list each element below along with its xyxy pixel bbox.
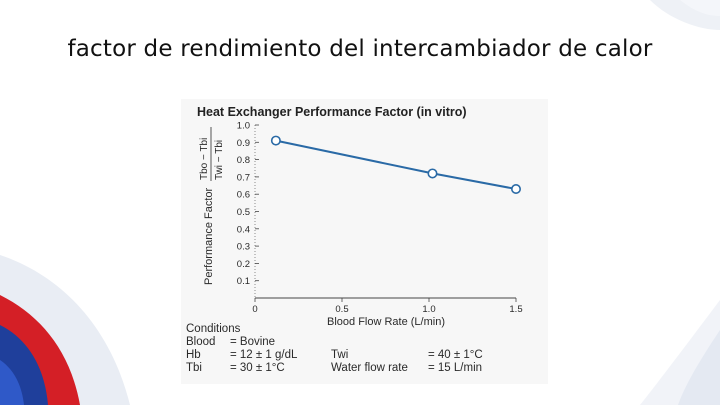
condition-label-tbi: Tbi <box>186 362 202 374</box>
y-tick-label: 0.8 <box>237 155 250 166</box>
y-axis-label: Performance Factor <box>203 187 215 285</box>
condition-label-blood: Blood <box>186 336 216 348</box>
y-tick-label: 0.5 <box>237 207 250 218</box>
y-tick-label: 0.9 <box>237 138 250 149</box>
series-line <box>275 139 517 190</box>
condition-value-hb: = 12 ± 1 g/dL <box>230 349 298 361</box>
x-axis-label: Blood Flow Rate (L/min) <box>327 316 445 328</box>
y-tick-label: 0.4 <box>237 224 250 235</box>
data-point <box>270 135 281 146</box>
y-tick-label: 1.0 <box>237 121 250 132</box>
y-axis-label-group: Performance Factor Tbo − Tbi Twi − Tbi <box>199 127 225 285</box>
y-fraction-numerator: Tbo − Tbi <box>199 138 210 180</box>
condition-value-blood: = Bovine <box>230 336 276 348</box>
performance-factor-chart: Heat Exchanger Performance Factor (in vi… <box>197 105 523 328</box>
x-tick-label: 0 <box>252 304 257 315</box>
slide-title: factor de rendimiento del intercambiador… <box>67 36 653 62</box>
decorative-corner-bottom-left <box>0 255 130 405</box>
y-tick-label: 0.3 <box>237 242 250 253</box>
data-point <box>510 184 521 195</box>
y-tick-label: 0.6 <box>237 190 250 201</box>
condition-label-water-flow: Water flow rate <box>331 362 408 374</box>
y-tick-label: 0.2 <box>237 259 250 270</box>
condition-value-water-flow: = 15 L/min <box>428 362 483 374</box>
decorative-corner-top-right <box>650 0 720 30</box>
chart-figure: Heat Exchanger Performance Factor (in vi… <box>181 99 548 384</box>
y-tick-label: 0.7 <box>237 172 250 183</box>
x-tick-label: 0.5 <box>335 304 348 315</box>
decorative-corner-bottom-right <box>640 300 720 405</box>
condition-label-twi: Twi <box>331 349 349 361</box>
x-tick-label: 1.0 <box>422 304 435 315</box>
series-group <box>270 135 521 195</box>
condition-value-twi: = 40 ± 1°C <box>428 349 483 361</box>
x-tick-label: 1.5 <box>509 304 522 315</box>
condition-value-tbi: = 30 ± 1°C <box>230 362 285 374</box>
y-fraction-denominator: Twi − Tbi <box>214 140 225 180</box>
data-point <box>427 168 438 179</box>
chart-title: Heat Exchanger Performance Factor (in vi… <box>197 105 467 119</box>
y-ticks: 0.1 0.2 0.3 0.4 0.5 0.6 0.7 0.8 0.9 1.0 <box>237 121 259 287</box>
x-ticks: 0 0.5 1.0 1.5 <box>252 298 523 315</box>
conditions-heading: Conditions <box>186 323 241 335</box>
condition-label-hb: Hb <box>186 349 201 361</box>
y-tick-label: 0.1 <box>237 276 250 287</box>
